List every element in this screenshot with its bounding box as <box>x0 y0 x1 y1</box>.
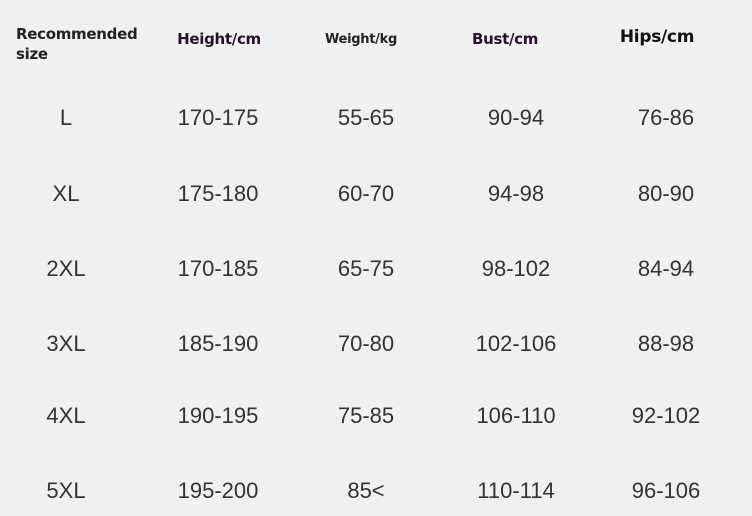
cell-bust: 102-106 <box>475 331 557 356</box>
cell-weight: 70-80 <box>337 331 395 356</box>
header-bust: Bust/cm <box>471 30 539 48</box>
cell-height: 175-180 <box>177 181 259 206</box>
cell-hips: 88-98 <box>637 331 695 356</box>
cell-height: 195-200 <box>177 478 259 503</box>
cell-bust: 94-98 <box>487 181 545 206</box>
header-size-line1: Recommended <box>16 25 138 43</box>
header-hips: Hips/cm <box>619 27 695 47</box>
header-size: Recommended size <box>16 24 138 64</box>
cell-bust: 90-94 <box>487 105 545 130</box>
cell-size: 2XL <box>46 256 86 281</box>
header-size-line2: size <box>16 45 48 63</box>
cell-height: 170-175 <box>177 105 259 130</box>
cell-hips: 84-94 <box>637 256 695 281</box>
cell-weight: 55-65 <box>337 105 395 130</box>
header-weight: Weight/kg <box>325 32 397 47</box>
cell-weight: 75-85 <box>337 403 395 428</box>
cell-size: 3XL <box>46 331 86 356</box>
cell-size: XL <box>52 181 80 206</box>
cell-hips: 80-90 <box>637 181 695 206</box>
cell-size: 4XL <box>46 403 86 428</box>
cell-height: 185-190 <box>177 331 259 356</box>
cell-hips: 96-106 <box>631 478 701 503</box>
cell-size: L <box>59 105 73 130</box>
cell-bust: 98-102 <box>481 256 551 281</box>
cell-weight: 85< <box>347 478 385 503</box>
cell-weight: 65-75 <box>337 256 395 281</box>
cell-weight: 60-70 <box>337 181 395 206</box>
cell-size: 5XL <box>46 478 86 503</box>
cell-hips: 92-102 <box>631 403 701 428</box>
cell-height: 170-185 <box>177 256 259 281</box>
cell-bust: 106-110 <box>476 403 556 428</box>
cell-hips: 76-86 <box>637 105 695 130</box>
cell-bust: 110-114 <box>477 478 555 503</box>
cell-height: 190-195 <box>177 403 259 428</box>
header-height: Height/cm <box>177 30 261 48</box>
